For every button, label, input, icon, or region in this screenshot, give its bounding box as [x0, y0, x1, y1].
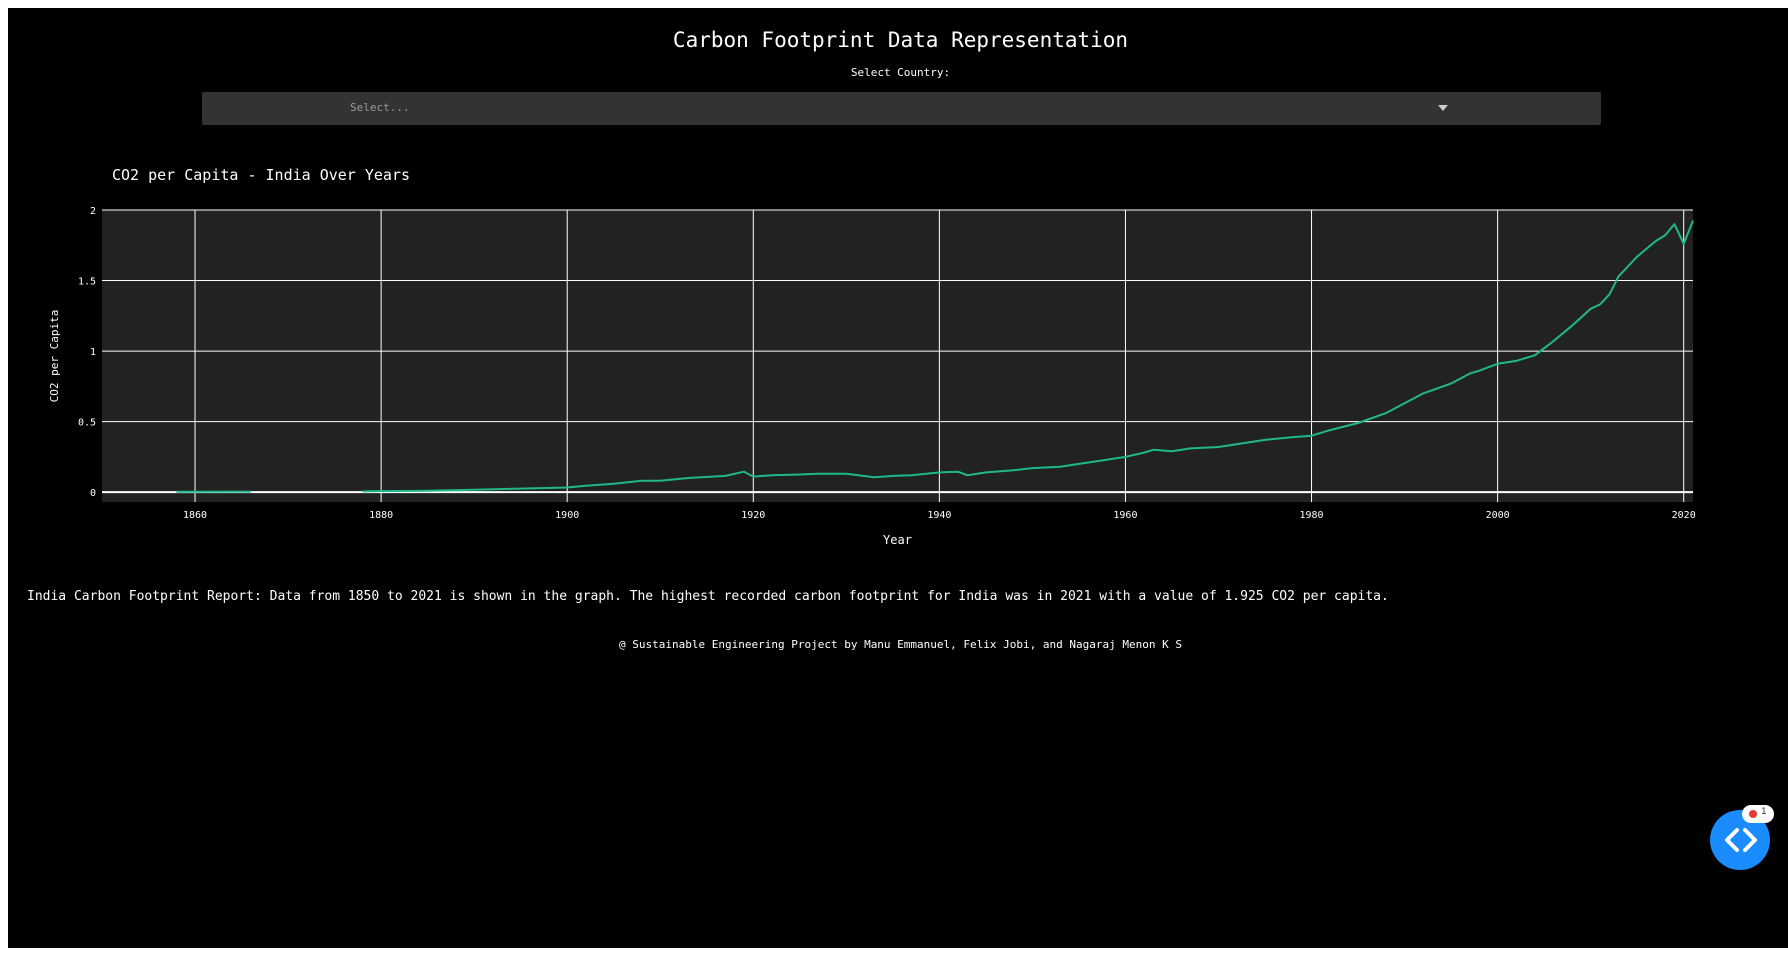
- x-tick-label: 1980: [1299, 510, 1323, 521]
- chart-title: CO2 per Capita - India Over Years: [112, 166, 410, 184]
- notification-badge[interactable]: 1: [1742, 805, 1774, 823]
- select-country-label: Select Country:: [850, 66, 951, 79]
- country-dropdown[interactable]: Select...: [202, 92, 1601, 125]
- x-tick-label: 1860: [183, 510, 207, 521]
- page-title: Carbon Footprint Data Representation: [672, 28, 1129, 52]
- series-lines: [176, 220, 1694, 493]
- alert-dot-icon: [1749, 810, 1757, 818]
- y-tick-label: 0.5: [78, 418, 96, 429]
- x-tick-label: 1960: [1113, 510, 1137, 521]
- y-tick-labels: 0 0.5 1 1.5 2: [78, 206, 96, 499]
- dropdown-placeholder: Select...: [350, 101, 410, 114]
- chevron-down-icon[interactable]: [1438, 105, 1448, 111]
- x-tick-label: 1880: [369, 510, 393, 521]
- co2-line-chart[interactable]: CO2 per Capita - India Over Years 1860 18…: [8, 148, 1788, 568]
- badge-count: 1: [1761, 807, 1767, 817]
- y-axis-label: CO2 per Capita: [48, 310, 61, 403]
- app-background: Carbon Footprint Data Representation Sel…: [8, 8, 1788, 948]
- report-summary: India Carbon Footprint Report: Data from…: [27, 589, 1389, 604]
- y-tick-label: 2: [90, 206, 96, 217]
- x-tick-label: 2020: [1672, 510, 1696, 521]
- footer-credits: @ Sustainable Engineering Project by Man…: [619, 638, 1182, 651]
- x-tick-label: 1940: [927, 510, 951, 521]
- y-tick-label: 1: [90, 347, 96, 358]
- y-tick-label: 0: [90, 488, 96, 499]
- y-tick-label: 1.5: [78, 277, 96, 288]
- x-grid: [194, 210, 1685, 502]
- x-tick-label: 1900: [555, 510, 579, 521]
- plot-area: [102, 210, 1693, 502]
- series-line: [362, 220, 1694, 493]
- x-tick-label: 2000: [1486, 510, 1510, 521]
- x-tick-labels: 1860 1880 1900 1920 1940 1960 1980 2000 2020: [183, 510, 1696, 521]
- code-brackets-icon: [1725, 828, 1757, 852]
- x-axis-label: Year: [883, 533, 912, 547]
- x-tick-label: 1920: [741, 510, 765, 521]
